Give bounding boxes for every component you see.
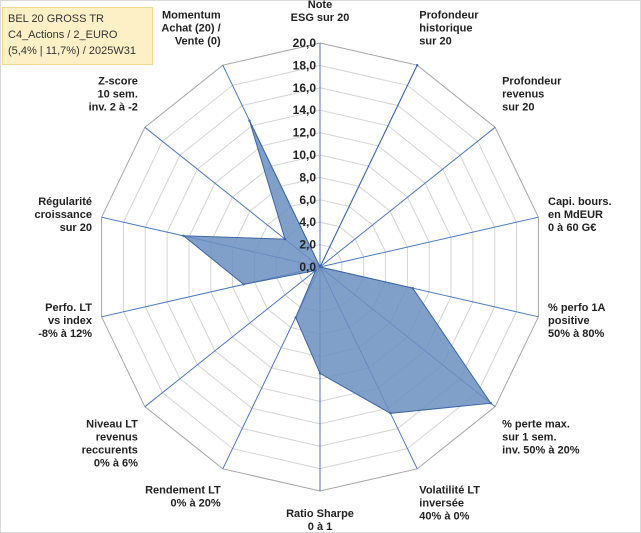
axis-label-1-line-1: historique [419,23,472,35]
chart-title-box: BEL 20 GROSS TR C4_Actions / 2_EURO (5,4… [2,7,153,65]
data-point-4 [411,287,414,290]
tick-label-1: 2,0 [299,238,316,252]
axis-label-2: Profondeur revenus sur 20 [502,76,562,114]
axis-label-10: Perfo. LT vs index -8% à 12% [38,302,93,340]
axis-label-5: % perte max. sur 1 sem. inv. 50% à 20% [502,418,580,456]
tick-label-4: 8,0 [299,170,316,184]
axis-label-5-line-1: sur 1 sem. [502,431,556,443]
axis-label-2-line-0: Profondeur [502,76,562,88]
axis-label-13: Momentum Achat (20) / Vente (0) [161,10,221,48]
axis-label-9: Niveau LT revenus reccurents 0% à 6% [82,418,139,469]
tick-label-0: 0,0 [299,260,316,274]
tick-label-9: 18,0 [293,58,317,72]
data-point-5 [489,402,492,405]
axis-label-10-line-1: vs index [48,315,93,327]
data-point-11 [182,234,185,237]
axis-label-2-line-1: revenus [502,89,544,101]
tick-label-10: 20,0 [293,36,317,50]
tick-label-7: 14,0 [293,103,317,117]
axis-label-4-line-0: % perfo 1A [548,302,606,314]
tick-label-5: 10,0 [293,148,317,162]
axis-label-9-line-2: reccurents [82,444,138,456]
axis-label-6-line-0: Volatilité LT [419,484,480,496]
axis-label-8: Rendement LT 0% à 20% [145,484,221,509]
axis-label-6-line-1: inversée [419,497,464,509]
title-line-2: C4_Actions / 2_EURO [8,29,118,41]
axis-label-2-line-2: sur 20 [502,102,534,114]
data-point-9 [314,269,317,272]
axis-label-1: Profondeur historique sur 20 [419,10,479,48]
axis-label-12-line-1: 10 sem. [98,89,138,101]
data-point-10 [242,283,245,286]
axis-label-10-line-2: -8% à 12% [38,328,92,340]
series-layer [182,63,492,415]
data-point-3 [318,265,322,269]
axis-label-7-line-1: 0 à 1 [308,521,332,533]
axis-label-4: % perfo 1A positive 50% à 80% [548,302,606,340]
axis-label-11: Régularité croissance sur 20 [35,196,92,234]
tick-label-3: 6,0 [299,193,316,207]
axis-label-4-line-2: 50% à 80% [548,328,604,340]
data-point-8 [294,316,297,319]
title-line-1: BEL 20 GROSS TR [8,13,104,25]
axis-label-11-line-1: croissance [35,209,92,221]
axis-label-1-line-2: sur 20 [419,36,451,48]
axis-label-12-line-0: Z-score [98,76,138,88]
axis-label-0-line-0: Note [308,0,332,11]
axis-label-3-line-2: 0 à 60 G€ [548,222,596,234]
axis-label-5-line-2: inv. 50% à 20% [502,444,580,456]
axis-label-13-line-1: Achat (20) / [161,23,220,35]
axis-label-11-line-0: Régularité [38,196,92,208]
data-point-7 [318,372,322,375]
axis-spoke-2 [319,126,496,268]
axis-label-4-line-1: positive [548,315,590,327]
axis-label-10-line-0: Perfo. LT [45,302,92,314]
axis-label-3-line-1: en MdEUR [548,209,603,221]
axis-label-8-line-1: 0% à 20% [171,497,221,509]
data-point-1 [416,63,419,67]
axis-label-3: Capi. bours. en MdEUR 0 à 60 G€ [548,196,612,234]
axis-label-11-line-2: sur 20 [60,222,92,234]
axis-label-13-line-0: Momentum [162,10,221,22]
axis-label-layer: Note ESG sur 20 Profondeur historique sur 20… [35,0,612,533]
title-line-3: (5,4% | 11,7%) / 2025W31 [8,45,136,57]
axis-label-0: Note ESG sur 20 [291,0,350,24]
axis-label-3-line-0: Capi. bours. [548,196,612,208]
tick-label-layer: 0,0 2,0 4,0 6,0 8,0 10,0 12,0 14,0 16,0 18,0 20,0 [293,36,317,274]
axis-spoke-9 [144,266,321,408]
axis-label-0-line-1: ESG sur 20 [291,12,350,24]
axis-label-9-line-1: revenus [96,431,138,443]
axis-label-13-line-2: Vente (0) [175,36,221,48]
tick-label-6: 12,0 [293,126,317,140]
axis-label-12-line-2: inv. 2 à -2 [89,102,138,114]
axis-spoke-3 [319,216,539,268]
series-area [182,64,492,414]
axis-label-5-line-0: % perte max. [502,418,570,430]
tick-label-8: 16,0 [293,81,317,95]
data-point-12 [283,237,287,241]
axis-label-1-line-0: Profondeur [419,10,479,22]
axis-label-12: Z-score 10 sem. inv. 2 à -2 [89,76,138,114]
axis-label-9-line-0: Niveau LT [86,418,138,430]
axis-label-8-line-0: Rendement LT [145,484,221,496]
axis-label-6: Volatilité LT inversée 40% à 0% [419,484,480,522]
tick-label-2: 4,0 [299,215,316,229]
axis-label-6-line-2: 40% à 0% [419,510,469,522]
data-point-13 [248,119,251,122]
axis-label-9-line-3: 0% à 6% [94,457,138,469]
data-point-6 [389,412,392,415]
axis-label-7: Ratio Sharpe 0 à 1 [286,508,354,533]
axis-label-7-line-0: Ratio Sharpe [286,508,354,520]
